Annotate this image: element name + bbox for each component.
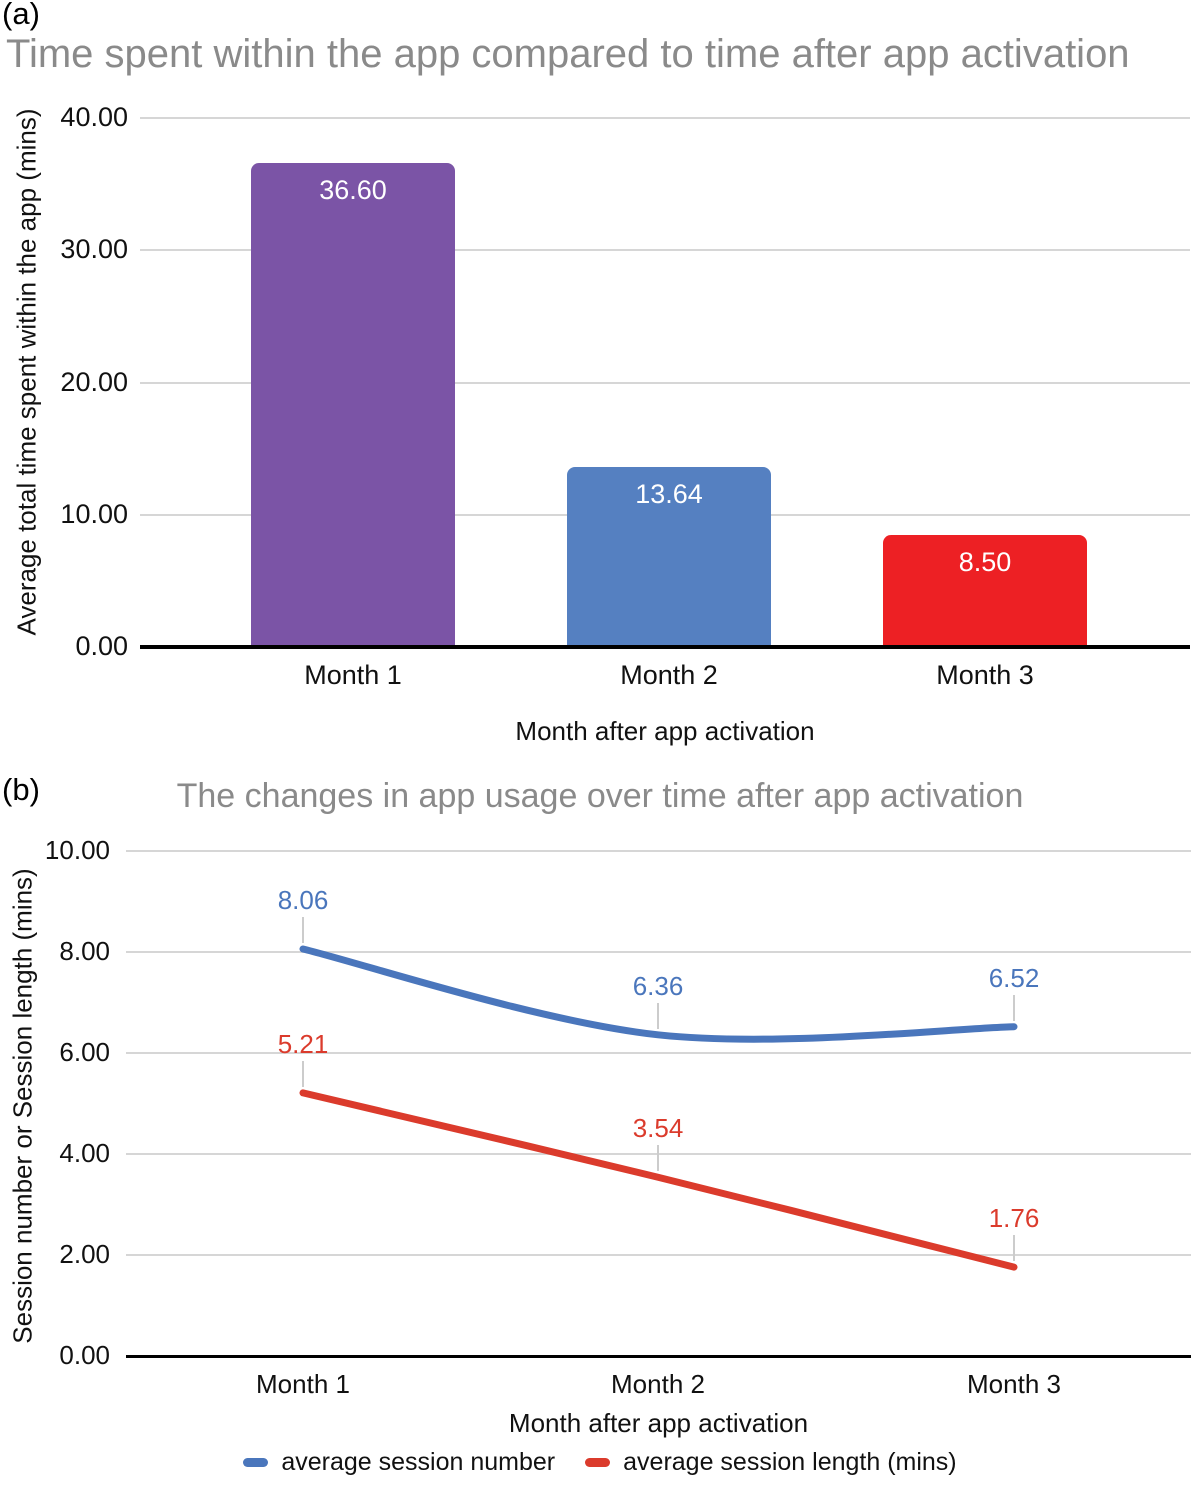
y-tick-label: 0.00: [59, 1340, 110, 1370]
y-tick-label: 2.00: [59, 1239, 110, 1269]
y-tick-label: 6.00: [59, 1037, 110, 1067]
red-line-swatch-icon: [585, 1458, 611, 1467]
point-value-label: 6.36: [632, 970, 684, 1001]
bar-value-label: 13.64: [635, 478, 703, 509]
series-line-session-number: [299, 945, 1018, 1043]
legend-item-average-session-number: average session number: [243, 1448, 555, 1477]
bar-month-1: [251, 162, 455, 647]
chart-a-plot-area: 40.00 30.00 20.00 10.00 0.00 36.60 Month 1 13.6…: [60, 102, 1190, 690]
y-tick-label: 40.00: [60, 102, 128, 132]
series-line-session-length: [299, 1089, 1018, 1271]
point-value-label: 6.52: [988, 962, 1040, 993]
y-tick-label: 20.00: [60, 366, 128, 397]
gridline: [140, 381, 1190, 384]
panel-b-label: (b): [2, 772, 40, 807]
label-leader-line: [302, 916, 304, 943]
legend-label-session-length: average session length (mins): [623, 1448, 957, 1476]
legend-item-average-session-length: average session length (mins): [585, 1448, 957, 1477]
point-value-label: 3.54: [632, 1113, 684, 1144]
x-axis-line: [126, 1355, 1191, 1358]
x-axis-line: [140, 645, 1190, 649]
legend-label-session-number: average session number: [281, 1448, 556, 1476]
x-tick-label: Month 2: [611, 1369, 705, 1399]
bar-month-2: [567, 466, 771, 647]
label-leader-line: [1013, 1235, 1015, 1262]
gridline: [140, 117, 1190, 119]
x-tick-label: Month 1: [256, 1369, 350, 1399]
x-tick-label: Month 3: [936, 660, 1034, 690]
y-tick-label: 10.00: [60, 498, 128, 529]
chart-b-title: The changes in app usage over time after…: [176, 777, 1024, 815]
x-tick-label: Month 2: [620, 660, 718, 690]
label-leader-line: [1013, 994, 1015, 1021]
gridline: [126, 1052, 1191, 1054]
point-value-label: 1.76: [988, 1203, 1040, 1234]
gridline: [126, 850, 1191, 852]
y-tick-label: 8.00: [59, 936, 110, 966]
label-leader-line: [657, 1145, 659, 1172]
bar-value-label: 36.60: [319, 174, 387, 205]
bar-value-label: 8.50: [958, 546, 1012, 577]
label-leader-line: [657, 1002, 659, 1029]
line-series-canvas: [299, 945, 1018, 1271]
chart-b-legend: average session number average session l…: [0, 1448, 1200, 1477]
blue-line-swatch-icon: [243, 1458, 269, 1467]
x-tick-label: Month 1: [304, 660, 402, 690]
y-tick-label: 30.00: [60, 234, 128, 265]
gridline: [126, 951, 1191, 953]
y-tick-label: 10.00: [44, 835, 110, 865]
y-tick-label: 4.00: [59, 1138, 110, 1168]
y-tick-label: 0.00: [75, 631, 128, 661]
chart-b-x-axis-title: Month after app activation: [508, 1408, 809, 1438]
gridline: [140, 249, 1190, 252]
bar-month-3: [883, 534, 1087, 647]
chart-a-x-axis-title: Month after app activation: [515, 716, 815, 746]
point-value-label: 8.06: [277, 884, 329, 915]
x-tick-label: Month 3: [967, 1369, 1061, 1399]
chart-a-title: Time spent within the app compared to ti…: [6, 32, 1130, 76]
chart-b-plot-area: 10.00 8.00 6.00 4.00 2.00 0.00 Month 1 Month 2 M…: [45, 835, 1191, 1399]
panel-a-label: (a): [2, 0, 40, 31]
label-leader-line: [302, 1060, 304, 1087]
point-value-label: 5.21: [277, 1028, 329, 1059]
gridline: [126, 1254, 1191, 1256]
